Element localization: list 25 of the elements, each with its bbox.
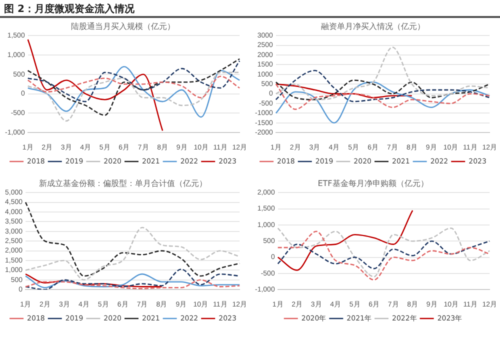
chart-title: 融资单月净买入情况（亿元） — [321, 22, 425, 31]
line-series — [24, 279, 240, 290]
line-series — [27, 72, 240, 122]
line-series — [275, 46, 490, 100]
line-series — [275, 70, 490, 102]
line-series — [275, 83, 490, 110]
line-series — [24, 226, 240, 281]
line-series — [27, 76, 240, 98]
line-series — [27, 58, 240, 116]
chart-title: ETF基金每月净申购额（亿元） — [318, 178, 428, 188]
line-series — [27, 38, 164, 132]
line-series — [275, 83, 413, 98]
line-series — [27, 66, 240, 118]
caption: 图 2：月度微观资金流入情况 — [4, 4, 134, 15]
line-series — [24, 273, 162, 288]
line-series — [277, 240, 490, 270]
line-series — [24, 268, 240, 290]
line-series — [24, 273, 240, 288]
line-series — [275, 80, 490, 100]
line-series — [27, 60, 240, 102]
chart-title: 新成立基金份额：偏股型：单月合计值（亿元） — [39, 178, 207, 188]
line-series — [277, 210, 414, 271]
line-series — [24, 202, 240, 277]
chart-title: 陆股通当月买入规模（亿元） — [71, 22, 175, 31]
line-series — [275, 82, 490, 124]
